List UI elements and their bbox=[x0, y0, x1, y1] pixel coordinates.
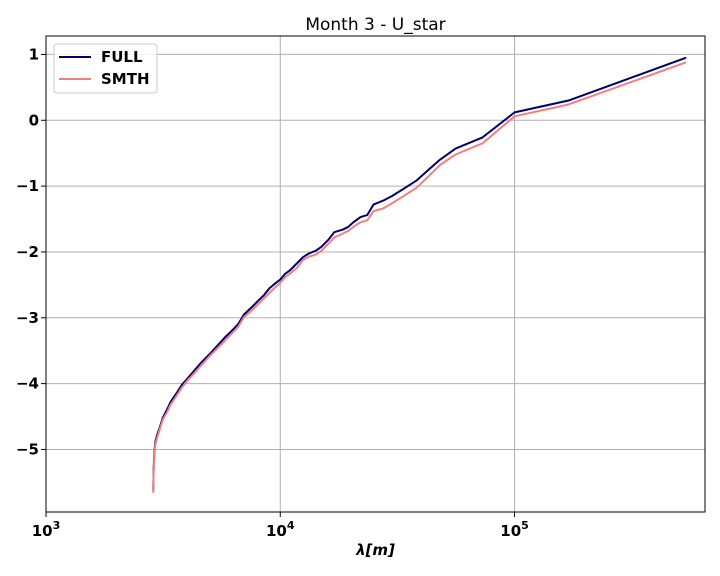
y-tick-label: −5 bbox=[16, 440, 39, 458]
x-tick-exponent: 3 bbox=[53, 519, 61, 532]
x-axis-label: λ[m] bbox=[355, 541, 395, 559]
y-tick-label: −3 bbox=[16, 309, 39, 327]
x-tick-label: 105 bbox=[500, 519, 529, 540]
x-tick-base: 10 bbox=[500, 522, 521, 540]
x-tick-label: 103 bbox=[32, 519, 61, 540]
legend-label-smth: SMTH bbox=[101, 70, 150, 88]
x-tick-label: 104 bbox=[266, 519, 295, 540]
x-tick-base: 10 bbox=[266, 522, 287, 540]
y-tick-label: −4 bbox=[16, 375, 39, 393]
legend-label-full: FULL bbox=[101, 48, 143, 66]
y-tick-label: 0 bbox=[29, 111, 39, 129]
series-line-smth bbox=[152, 61, 687, 493]
x-tick-exponent: 5 bbox=[521, 519, 529, 532]
chart-title: Month 3 - U_star bbox=[305, 15, 445, 35]
x-tick-exponent: 4 bbox=[287, 519, 295, 532]
y-tick-label: −2 bbox=[16, 243, 39, 261]
x-tick-base: 10 bbox=[32, 522, 53, 540]
series-line-full bbox=[152, 56, 687, 491]
y-tick-label: −1 bbox=[16, 177, 39, 195]
series-layer bbox=[152, 56, 687, 493]
y-tick-label: 1 bbox=[29, 45, 39, 63]
legend: FULL SMTH bbox=[53, 43, 158, 94]
plot-frame bbox=[45, 35, 706, 513]
